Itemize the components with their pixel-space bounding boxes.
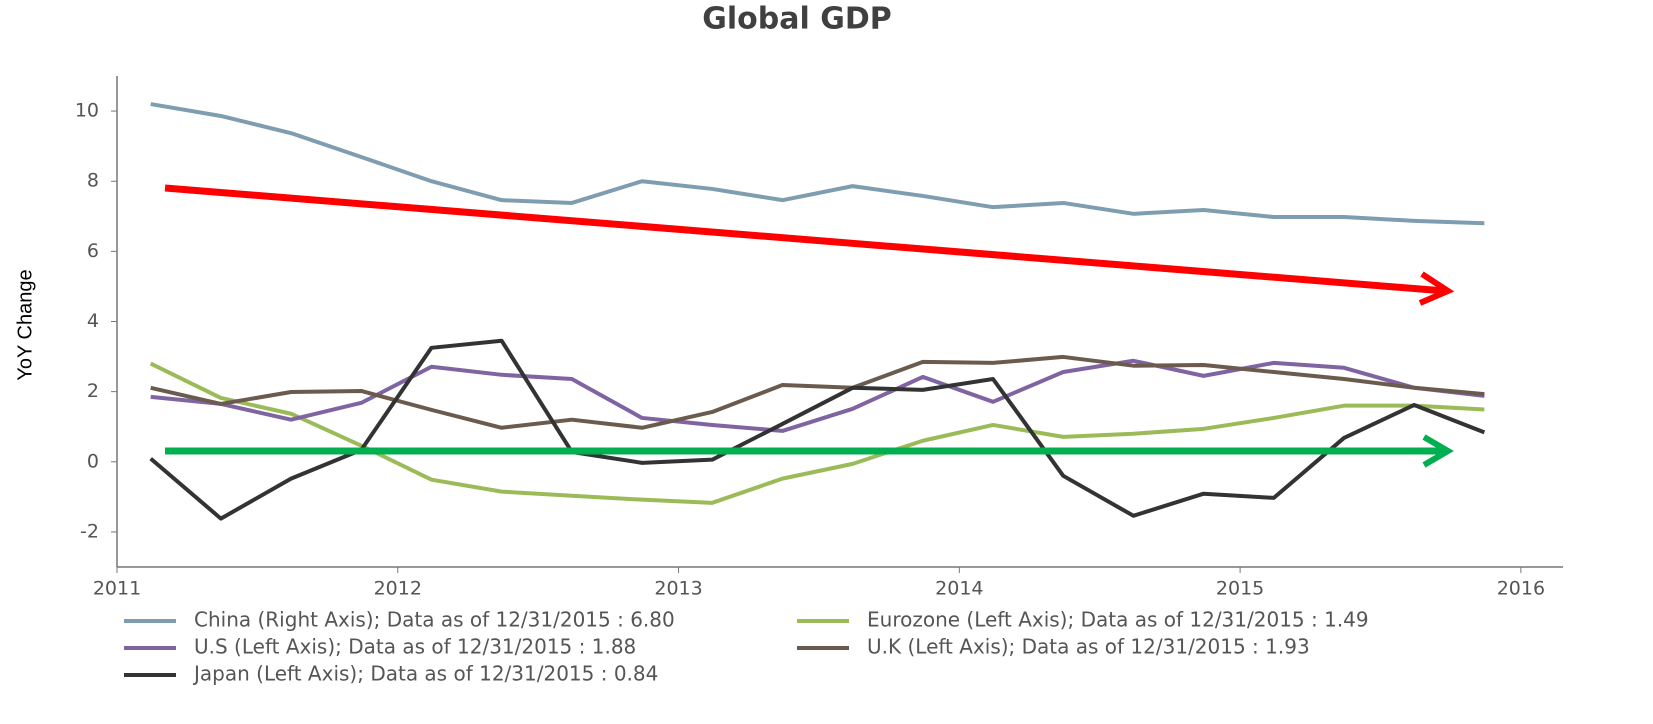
y-tick-label: -2 bbox=[80, 520, 99, 542]
legend-label: U.S (Left Axis); Data as of 12/31/2015 :… bbox=[194, 635, 636, 659]
x-tick-label: 2012 bbox=[374, 578, 422, 600]
legend-label: Japan (Left Axis); Data as of 12/31/2015… bbox=[192, 662, 658, 686]
y-tick-label: 0 bbox=[87, 450, 99, 472]
y-tick-label: 10 bbox=[75, 100, 99, 122]
series-line bbox=[149, 338, 1486, 521]
legend-label: Eurozone (Left Axis); Data as of 12/31/2… bbox=[867, 608, 1369, 632]
series-line bbox=[150, 354, 1485, 430]
chart-title: Global GDP bbox=[702, 2, 891, 37]
red-arrow-head bbox=[1418, 271, 1455, 306]
legend-label: China (Right Axis); Data as of 12/31/201… bbox=[194, 608, 675, 632]
red-trend-arrow bbox=[164, 184, 1446, 295]
legend-label: U.K (Left Axis); Data as of 12/31/2015 :… bbox=[867, 635, 1310, 659]
y-tick-label: 8 bbox=[87, 170, 99, 192]
x-tick-label: 2011 bbox=[93, 578, 141, 600]
series-line bbox=[150, 358, 1485, 433]
x-tick-label: 2014 bbox=[935, 578, 983, 600]
y-tick-label: 6 bbox=[87, 240, 99, 262]
series-line bbox=[150, 102, 1485, 226]
x-tick-label: 2013 bbox=[654, 578, 702, 600]
y-tick-label: 4 bbox=[87, 310, 99, 332]
green-arrow-head bbox=[1422, 434, 1454, 468]
trend-arrows bbox=[164, 184, 1455, 468]
y-tick-label: 2 bbox=[87, 380, 99, 402]
x-tick-label: 2016 bbox=[1497, 578, 1545, 600]
x-tick-label: 2015 bbox=[1216, 578, 1264, 600]
y-axis-label: YoY Change bbox=[14, 269, 36, 380]
